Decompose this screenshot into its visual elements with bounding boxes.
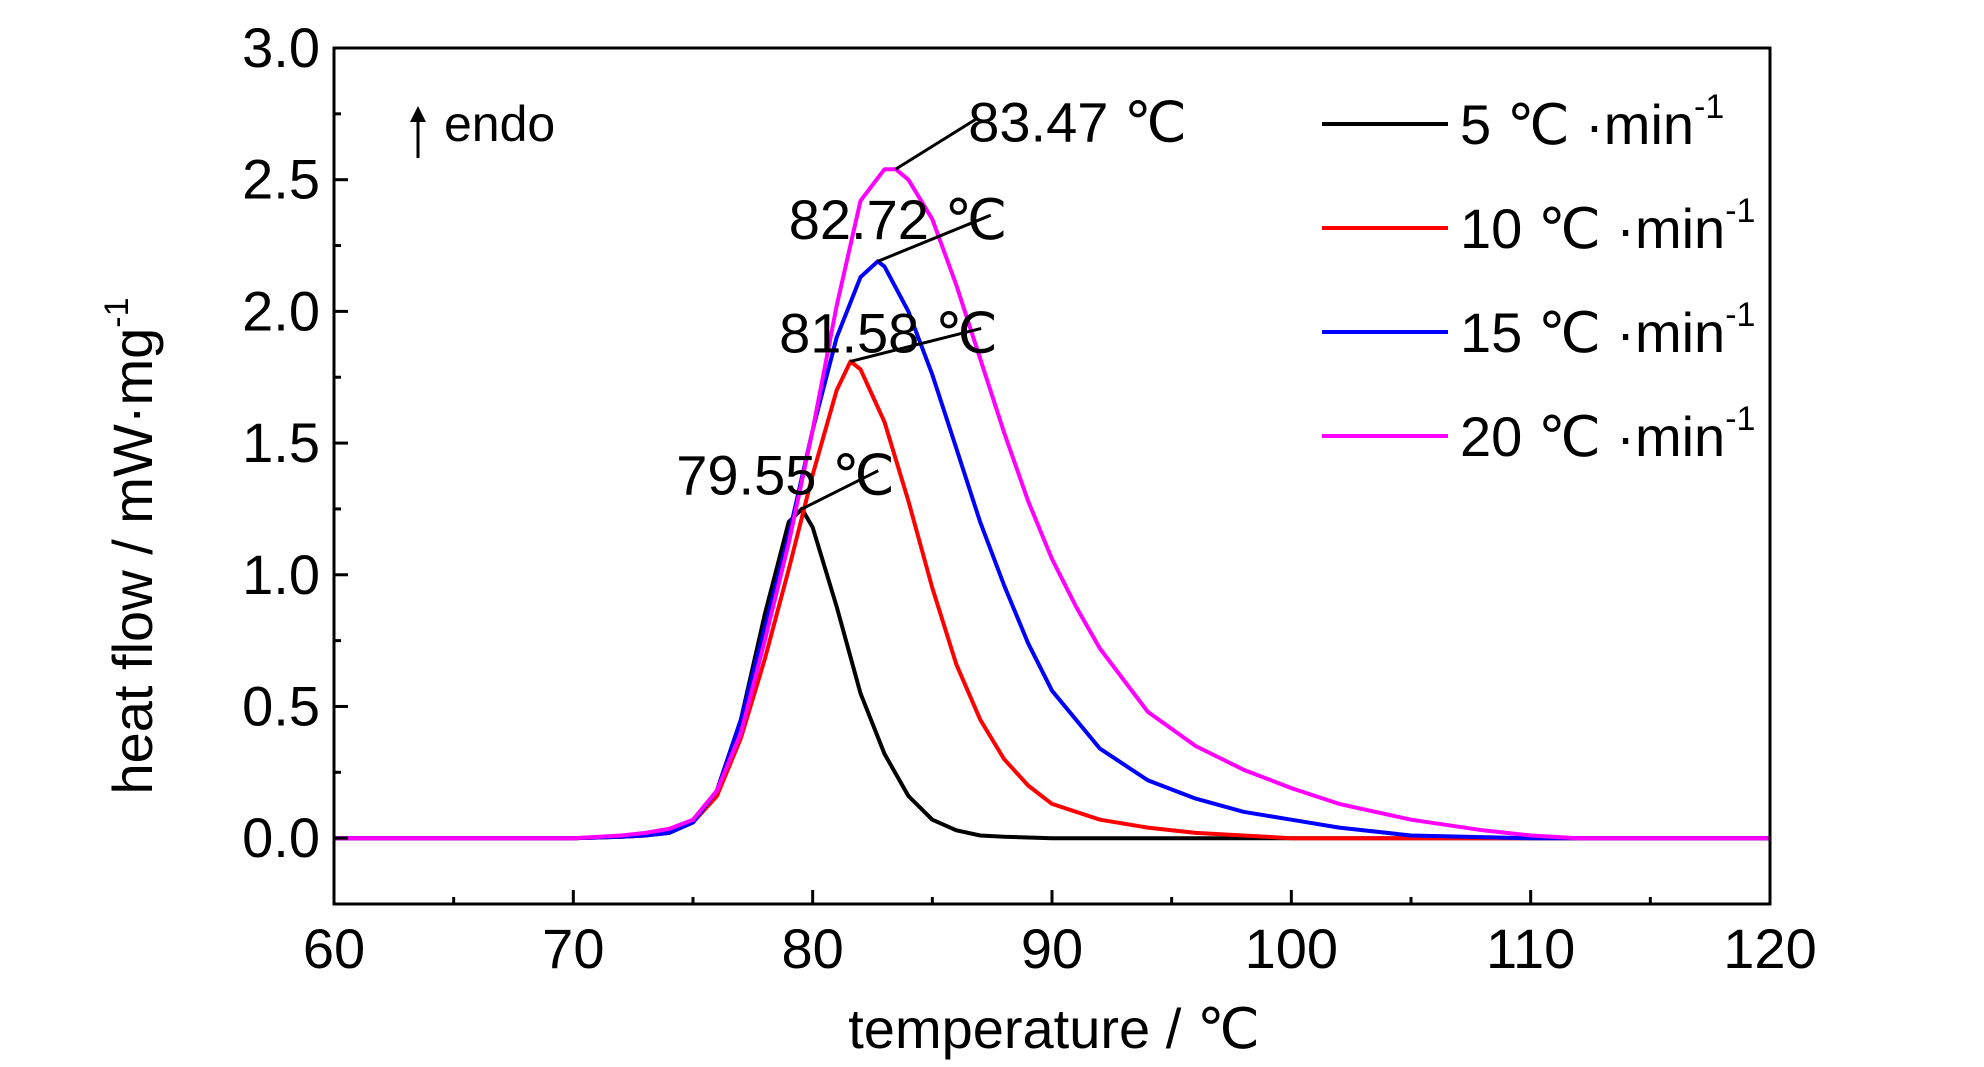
legend-label-text: 5 ℃ ·min (1460, 93, 1694, 156)
endo-marker: endo (410, 96, 555, 158)
y-axis-title-main: heat flow / mW·mg (101, 328, 164, 795)
series-line-2 (334, 259, 1770, 841)
legend-label-sup: -1 (1694, 88, 1724, 126)
endo-label: endo (444, 96, 555, 152)
legend-label-3: 20 ℃ ·min-1 (1460, 400, 1755, 468)
y-axis-title-sup: -1 (98, 298, 136, 328)
peak-annotation-label: 83.47 ℃ (968, 91, 1187, 154)
legend-label-0: 5 ℃ ·min-1 (1460, 88, 1724, 156)
x-axis: 60 70 80 90 100 110 120 (303, 890, 1817, 980)
x-tick-label: 110 (1486, 917, 1575, 980)
peak-annotation-label: 82.72 ℃ (789, 188, 1008, 251)
y-tick-label: 0.0 (242, 806, 320, 869)
legend-label-text: 20 ℃ ·min (1460, 405, 1725, 468)
x-tick-label: 100 (1245, 917, 1338, 980)
x-tick-label: 60 (303, 917, 365, 980)
y-tick-label: 1.0 (242, 543, 320, 606)
y-tick-label: 2.0 (242, 279, 320, 342)
endo-arrow-icon (410, 106, 426, 122)
annotation-leader-line (894, 116, 980, 171)
legend: 5 ℃ ·min-110 ℃ ·min-115 ℃ ·min-120 ℃ ·mi… (1322, 88, 1755, 468)
plot-lines (334, 167, 1770, 841)
legend-label-sup: -1 (1725, 192, 1755, 230)
x-tick-label: 120 (1723, 917, 1816, 980)
legend-label-text: 10 ℃ ·min (1460, 197, 1725, 260)
annotation-leader-line (801, 469, 879, 511)
y-tick-label: 1.5 (242, 411, 320, 474)
plot-frame (332, 46, 1772, 906)
x-tick-label: 80 (782, 917, 844, 980)
peak-annotation-label: 81.58 ℃ (779, 301, 998, 364)
x-tick-label: 90 (1021, 917, 1083, 980)
y-tick-label: 2.5 (242, 148, 320, 211)
legend-label-text: 15 ℃ ·min (1460, 301, 1725, 364)
y-tick-label: 0.5 (242, 674, 320, 737)
legend-label-sup: -1 (1725, 296, 1755, 334)
peak-annotations: 79.55 ℃ 81.58 ℃ 82.72 ℃ 83.47 ℃ (676, 91, 1187, 511)
legend-label-1: 10 ℃ ·min-1 (1460, 192, 1755, 260)
annotation-leader-line (850, 327, 982, 363)
y-tick-label: 3.0 (242, 16, 320, 79)
y-axis: 0.0 0.5 1.0 1.5 2.0 2.5 3.0 (242, 16, 348, 869)
series-line-3 (334, 167, 1770, 841)
legend-label-sup: -1 (1725, 400, 1755, 438)
y-axis-title: heat flow / mW·mg-1 (98, 298, 164, 795)
annotation-leader-line (877, 213, 992, 263)
x-tick-label: 70 (542, 917, 604, 980)
x-axis-title: temperature / ℃ (848, 997, 1260, 1060)
peak-annotation-label: 79.55 ℃ (676, 444, 895, 507)
legend-label-2: 15 ℃ ·min-1 (1460, 296, 1755, 364)
